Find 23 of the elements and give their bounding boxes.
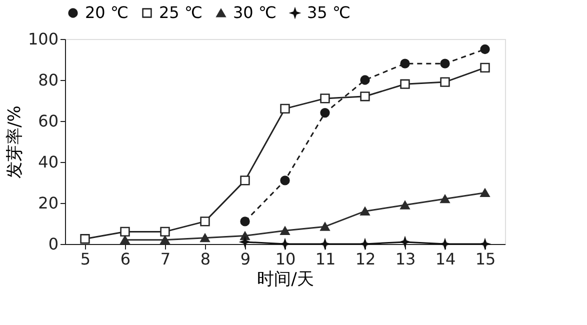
y-tick-label: 40	[38, 152, 58, 172]
x-tick-label: 10	[275, 250, 296, 268]
x-tick-label: 9	[240, 250, 251, 268]
y-tick-label: 0	[48, 234, 58, 254]
x-axis-title: 时间/天	[257, 270, 314, 290]
x-tick-label: 8	[200, 250, 211, 268]
y-axis-title: 发芽率/%	[4, 106, 25, 178]
x-tick-label: 6	[120, 250, 131, 268]
legend-label: 25 ℃	[159, 3, 202, 22]
x-tick-label: 7	[160, 250, 171, 268]
y-tick-label: 80	[38, 70, 58, 90]
legend-label: 20 ℃	[85, 3, 128, 22]
x-tick-label: 13	[395, 250, 416, 268]
x-tick-label: 12	[355, 250, 376, 268]
x-tick-label: 14	[435, 250, 456, 268]
y-tick-label: 20	[38, 194, 58, 212]
x-tick-label: 11	[315, 250, 336, 268]
y-tick-label: 60	[38, 112, 58, 130]
x-tick-label: 5	[80, 250, 91, 268]
legend-label: 30 ℃	[233, 3, 276, 22]
legend-label: 35 ℃	[307, 3, 350, 22]
y-tick-label: 100	[28, 30, 58, 48]
x-tick-label: 15	[475, 250, 496, 268]
